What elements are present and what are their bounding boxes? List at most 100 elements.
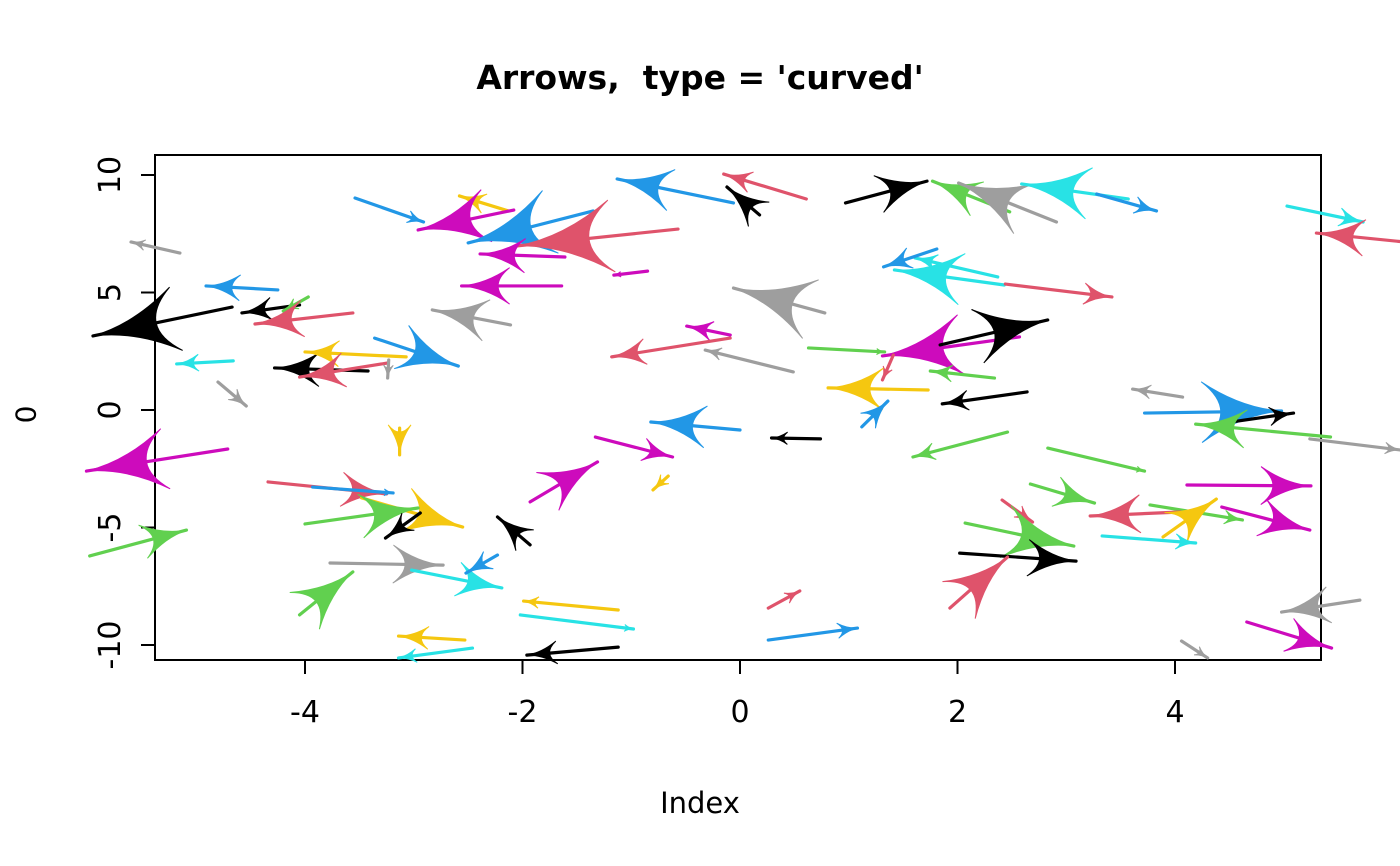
arrow-head bbox=[1193, 646, 1208, 659]
arrow-head bbox=[932, 180, 984, 217]
arrow-head bbox=[398, 626, 430, 650]
arrow-head bbox=[914, 254, 939, 272]
arrow-head bbox=[461, 267, 510, 305]
arrow-head bbox=[1195, 409, 1248, 449]
arrow-head bbox=[299, 352, 347, 388]
arrow-head bbox=[1026, 539, 1077, 577]
arrow-head bbox=[1082, 282, 1112, 305]
arrow-head bbox=[465, 551, 494, 574]
y-tick-label: -10 bbox=[93, 621, 128, 670]
arrow-head bbox=[1164, 498, 1217, 544]
y-axis-label: 0 bbox=[9, 405, 43, 424]
arrow-head bbox=[1260, 466, 1311, 505]
arrow-head bbox=[274, 351, 321, 387]
x-tick-label: -4 bbox=[290, 695, 320, 730]
arrow-head bbox=[1281, 586, 1333, 624]
arrow-head bbox=[417, 189, 493, 243]
arrow-head bbox=[705, 347, 723, 361]
arrow-head bbox=[1316, 219, 1367, 257]
arrow-head bbox=[623, 624, 634, 632]
arrow-head bbox=[1337, 207, 1364, 227]
arrow-head bbox=[289, 571, 354, 630]
arrow-head bbox=[771, 431, 788, 445]
arrow-head bbox=[971, 309, 1048, 364]
y-tick-label: 0 bbox=[93, 400, 128, 419]
x-axis-label: Index bbox=[660, 786, 740, 820]
arrow-head bbox=[176, 353, 200, 372]
arrow-head bbox=[536, 461, 598, 511]
arrow-head bbox=[640, 438, 673, 461]
arrow-head bbox=[723, 171, 754, 193]
arrow-head bbox=[1132, 196, 1157, 214]
x-tick-label: 4 bbox=[1165, 695, 1184, 730]
arrow-head bbox=[387, 424, 412, 455]
arrow-head bbox=[783, 590, 801, 604]
arrow-head bbox=[942, 390, 970, 411]
arrow-head bbox=[523, 596, 540, 609]
arrow-head bbox=[876, 348, 885, 356]
arrow-head bbox=[726, 186, 770, 227]
arrow-head bbox=[357, 493, 419, 539]
arrow-head bbox=[958, 182, 1034, 234]
arrow-head bbox=[882, 314, 967, 376]
arrow-head bbox=[526, 640, 559, 665]
arrow-head bbox=[1384, 442, 1400, 455]
arrow-head bbox=[130, 239, 147, 251]
arrow-head bbox=[1223, 510, 1243, 525]
x-tick-label: 2 bbox=[948, 695, 967, 730]
arrow-head bbox=[480, 238, 526, 274]
arrow-shaft bbox=[703, 348, 795, 374]
arrow-head bbox=[304, 340, 340, 367]
arrow-head bbox=[1021, 167, 1093, 220]
arrow-head bbox=[454, 562, 502, 597]
y-tick-label: 5 bbox=[93, 283, 128, 302]
arrow-head bbox=[406, 210, 424, 223]
arrow-head bbox=[613, 271, 622, 278]
chart-title: Arrows, type = 'curved' bbox=[476, 58, 924, 97]
arrow-head bbox=[383, 364, 394, 379]
arrow-head bbox=[497, 516, 534, 551]
arrow-shaft bbox=[806, 346, 887, 354]
arrow-head bbox=[611, 338, 648, 365]
arrow-head bbox=[1268, 407, 1294, 426]
arrow-head bbox=[385, 512, 415, 539]
arrow-shaft bbox=[311, 485, 395, 495]
arrow-head bbox=[398, 648, 418, 663]
arrow-head bbox=[1174, 533, 1196, 550]
arrow-shaft bbox=[521, 599, 620, 612]
arrow-head bbox=[616, 169, 676, 211]
arrow-head bbox=[883, 247, 914, 269]
arrow-head bbox=[942, 556, 1008, 619]
arrow-head bbox=[828, 367, 884, 411]
arrow-head bbox=[650, 405, 708, 449]
arrow-head bbox=[254, 300, 305, 338]
arrow-head bbox=[912, 442, 937, 460]
arrow-head bbox=[930, 364, 954, 383]
arrow-shaft bbox=[1308, 437, 1400, 452]
arrow-head bbox=[1132, 384, 1152, 400]
arrow-head bbox=[138, 524, 187, 559]
arrow-head bbox=[836, 622, 858, 639]
y-tick-label: 10 bbox=[93, 156, 128, 194]
arrow-head bbox=[92, 286, 183, 351]
x-tick-label: -2 bbox=[508, 695, 538, 730]
arrow-head bbox=[733, 279, 819, 339]
arrow-head bbox=[205, 274, 241, 302]
arrow-head bbox=[1135, 465, 1145, 473]
x-tick-label: 0 bbox=[730, 695, 749, 730]
arrow-head bbox=[241, 297, 274, 321]
plot-border bbox=[154, 154, 1322, 661]
arrow-head bbox=[86, 428, 171, 490]
arrow-head bbox=[1051, 476, 1095, 507]
arrow-head bbox=[398, 488, 463, 533]
arrow-head bbox=[686, 321, 715, 342]
arrow-layer bbox=[84, 167, 1400, 665]
arrow-head bbox=[1090, 494, 1142, 534]
arrow-head bbox=[432, 299, 491, 342]
arrow-head bbox=[652, 474, 670, 491]
arrow-head bbox=[1256, 498, 1310, 537]
y-tick-label: -5 bbox=[93, 513, 128, 543]
arrow-shaft bbox=[518, 613, 636, 631]
arrow-head bbox=[873, 175, 928, 213]
